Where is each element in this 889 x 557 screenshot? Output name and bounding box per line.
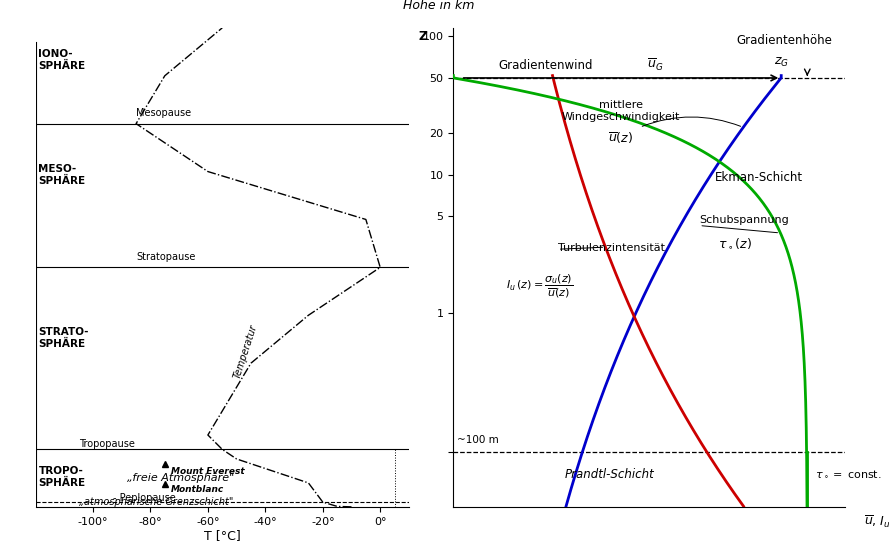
Text: $\tau_\circ =$ const.: $\tau_\circ =$ const. bbox=[814, 469, 881, 480]
Text: - Peplopause: - Peplopause bbox=[113, 492, 176, 502]
Text: Ekman-Schicht: Ekman-Schicht bbox=[715, 171, 803, 184]
Text: Schubspannung: Schubspannung bbox=[700, 215, 789, 225]
Text: „freie Atmosphäre": „freie Atmosphäre" bbox=[127, 472, 235, 482]
Text: Höhe in km: Höhe in km bbox=[403, 0, 474, 12]
Text: Z: Z bbox=[418, 30, 428, 43]
Text: ~100 m: ~100 m bbox=[457, 436, 499, 446]
Text: Montblanc: Montblanc bbox=[171, 485, 224, 494]
Text: Tropopause: Tropopause bbox=[78, 439, 134, 449]
Text: „atmosphärische Grenzschicht": „atmosphärische Grenzschicht" bbox=[78, 497, 233, 507]
Text: $\overline{u}_G$: $\overline{u}_G$ bbox=[647, 57, 663, 73]
Text: IONO-
SPHÄRE: IONO- SPHÄRE bbox=[38, 49, 85, 71]
Text: $\overline{u}(z)$: $\overline{u}(z)$ bbox=[608, 131, 634, 146]
Text: Prandtl-Schicht: Prandtl-Schicht bbox=[565, 468, 654, 481]
Text: $\overline{u}$, $I_u$, $\tau_\circ$: $\overline{u}$, $I_u$, $\tau_\circ$ bbox=[864, 514, 889, 530]
Text: Stratopause: Stratopause bbox=[136, 252, 196, 262]
Text: Mesopause: Mesopause bbox=[136, 109, 191, 119]
Text: STRATO-
SPHÄRE: STRATO- SPHÄRE bbox=[38, 327, 89, 349]
Text: TROPO-
SPHÄRE: TROPO- SPHÄRE bbox=[38, 466, 85, 488]
Text: $I_u\,(z)=\dfrac{\sigma_u(z)}{\overline{u}(z)}$: $I_u\,(z)=\dfrac{\sigma_u(z)}{\overline{… bbox=[506, 272, 573, 300]
Text: $z_G$: $z_G$ bbox=[773, 56, 789, 69]
Text: Mount Everest: Mount Everest bbox=[171, 467, 244, 476]
Text: Temperatur: Temperatur bbox=[232, 323, 259, 379]
Text: Gradientenhöhe: Gradientenhöhe bbox=[736, 34, 832, 47]
Text: $\tau_\circ(z)$: $\tau_\circ(z)$ bbox=[718, 236, 752, 250]
Text: MESO-
SPHÄRE: MESO- SPHÄRE bbox=[38, 164, 85, 186]
Text: Turbulenzintensität: Turbulenzintensität bbox=[557, 243, 665, 253]
Text: Gradientenwind: Gradientenwind bbox=[498, 59, 593, 72]
X-axis label: T [°C]: T [°C] bbox=[204, 529, 241, 543]
Text: mittlere
Windgeschwindigkeit: mittlere Windgeschwindigkeit bbox=[562, 100, 680, 121]
